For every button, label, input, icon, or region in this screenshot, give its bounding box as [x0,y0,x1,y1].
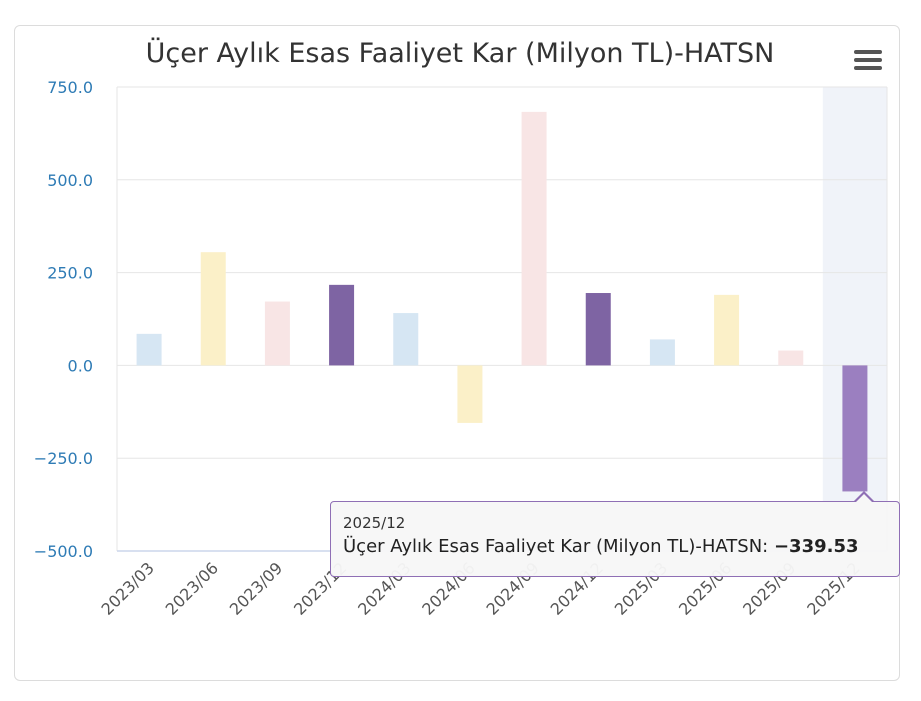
y-tick-label: 250.0 [47,264,93,283]
tooltip-arrow-inner [856,494,872,502]
bar-2025-06 [714,294,740,366]
bar-2024-06 [457,365,483,423]
x-tick-label: 2023/09 [226,558,286,618]
bar-2023-03 [136,333,162,366]
bar-2023-09 [264,301,290,366]
x-tick-label: 2023/03 [97,558,157,618]
bar-2023-06 [200,252,226,366]
bar-2025-09 [778,350,804,366]
bar-2025-03 [649,339,675,366]
bar-2025-12 [842,365,868,492]
y-tick-label: 750.0 [47,78,93,97]
hamburger-menu-icon[interactable] [852,46,884,74]
tooltip-line: Üçer Aylık Esas Faaliyet Kar (Milyon TL)… [343,536,899,557]
tooltip-date: 2025/12 [343,514,406,532]
tooltip-value: −339.53 [773,536,859,557]
bar-2024-09 [521,111,547,366]
bar-2023-12 [329,284,355,366]
bar-2024-12 [585,293,611,366]
y-tick-label: 500.0 [47,171,93,190]
tooltip-label: Üçer Aylık Esas Faaliyet Kar (Milyon TL)… [343,536,774,557]
tooltip: 2025/12 Üçer Aylık Esas Faaliyet Kar (Mi… [330,501,900,577]
y-tick-label: −500.0 [34,542,93,561]
x-tick-label: 2023/06 [162,558,222,618]
chart-title: Üçer Aylık Esas Faaliyet Kar (Milyon TL)… [146,37,775,69]
y-tick-label: −250.0 [34,449,93,468]
bar-2024-03 [393,313,419,366]
y-tick-label: 0.0 [68,356,93,375]
